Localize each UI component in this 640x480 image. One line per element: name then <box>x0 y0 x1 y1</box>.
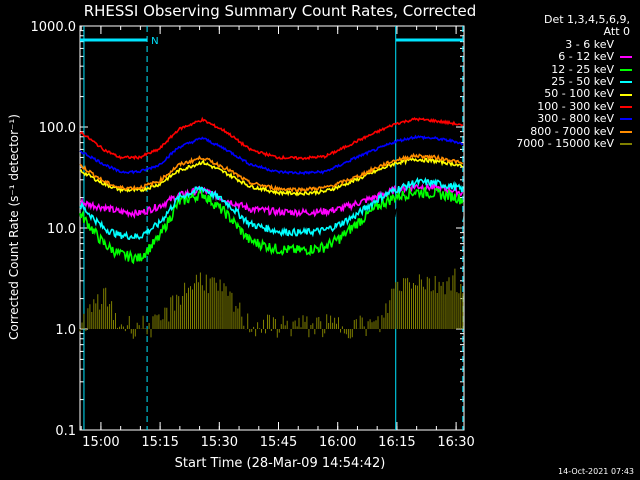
legend-rows: 3 - 6 keV 6 - 12 keV 12 - 25 keV 25 - 50 ke… <box>486 37 636 151</box>
series-50-100keV <box>79 157 464 197</box>
legend-item-label: 300 - 800 keV <box>537 112 614 126</box>
legend-item: 800 - 7000 keV <box>486 124 636 138</box>
series-line <box>79 176 464 241</box>
series-line <box>79 197 464 268</box>
legend-item-label: 7000 - 15000 keV <box>516 136 614 150</box>
legend-swatch <box>620 93 632 96</box>
legend-item: 300 - 800 keV <box>486 112 636 126</box>
y-tick-label: 1.0 <box>55 323 76 338</box>
legend-item: 25 - 50 keV <box>486 74 636 88</box>
series-800-7000keV <box>79 152 464 194</box>
legend-item: 3 - 6 keV <box>486 37 636 51</box>
series-12-25keV <box>79 186 464 265</box>
legend-swatch <box>620 68 632 71</box>
legend-swatch <box>620 118 632 121</box>
legend-swatch <box>620 81 632 84</box>
y-axis-label: Corrected Count Rate (s⁻¹ detector⁻¹) <box>7 114 21 340</box>
plot-area: 0.1 1.0 10.0 100.0 1000.0 15:00 15:15 15:30 15:4… <box>31 20 475 450</box>
legend-header-attenuator: Att 0 <box>603 25 630 39</box>
series-300-800keV <box>79 134 464 176</box>
legend-item: 50 - 100 keV <box>486 87 636 101</box>
legend-item-label: 12 - 25 keV <box>551 62 614 76</box>
generated-timestamp: 14-Oct-2021 07:43 <box>558 467 634 476</box>
x-tick-label: 16:00 <box>319 435 356 450</box>
series-line <box>79 157 464 197</box>
series-3-6keV <box>79 197 464 268</box>
series-line <box>79 134 464 176</box>
series-25-50keV <box>79 176 464 241</box>
x-tick-label: 15:00 <box>82 435 119 450</box>
x-tick-label: 15:45 <box>260 435 297 450</box>
legend-item-label: 800 - 7000 keV <box>530 124 614 138</box>
legend-item: 12 - 25 keV <box>486 62 636 76</box>
legend-header-detectors: Det 1,3,4,5,6,9, <box>543 13 630 26</box>
legend-swatch <box>620 105 632 108</box>
plot-frame <box>79 25 465 431</box>
legend-item: 6 - 12 keV <box>486 50 636 64</box>
x-tick-label: 16:30 <box>437 435 474 450</box>
series-100-300keV <box>79 116 464 161</box>
legend-swatch <box>620 143 632 146</box>
chart-title: RHESSI Observing Summary Count Rates, Co… <box>84 2 477 20</box>
legend-item-label: 50 - 100 keV <box>544 87 614 101</box>
y-tick-label: 1000.0 <box>31 20 77 35</box>
legend-item: 7000 - 15000 keV <box>486 136 636 150</box>
series-line <box>79 116 464 161</box>
x-tick-label: 16:15 <box>378 435 415 450</box>
legend-item: 100 - 300 keV <box>486 99 636 113</box>
legend-swatch <box>620 130 632 133</box>
legend-item-label: 6 - 12 keV <box>558 50 614 64</box>
series-7000-15000keV <box>79 268 464 339</box>
legend-swatch <box>620 44 632 46</box>
legend-item-label: 100 - 300 keV <box>537 99 614 113</box>
series-line <box>79 152 464 194</box>
x-tick-label: 15:30 <box>201 435 238 450</box>
top-interval-label: N <box>151 36 158 47</box>
x-tick-label: 15:15 <box>141 435 178 450</box>
legend-item-label: 3 - 6 keV <box>565 37 614 51</box>
legend: Det 1,3,4,5,6,9, Att 0 3 - 6 keV 6 - 12 k… <box>486 13 636 151</box>
legend-swatch <box>620 56 632 59</box>
legend-item-label: 25 - 50 keV <box>551 74 614 88</box>
series-line <box>79 268 464 339</box>
y-tick-label: 100.0 <box>39 121 76 136</box>
y-tick-label: 10.0 <box>47 222 76 237</box>
y-tick-label: 0.1 <box>55 424 76 439</box>
x-axis-label: Start Time (28-Mar-09 14:54:42) <box>175 456 386 471</box>
series-line <box>79 186 464 265</box>
